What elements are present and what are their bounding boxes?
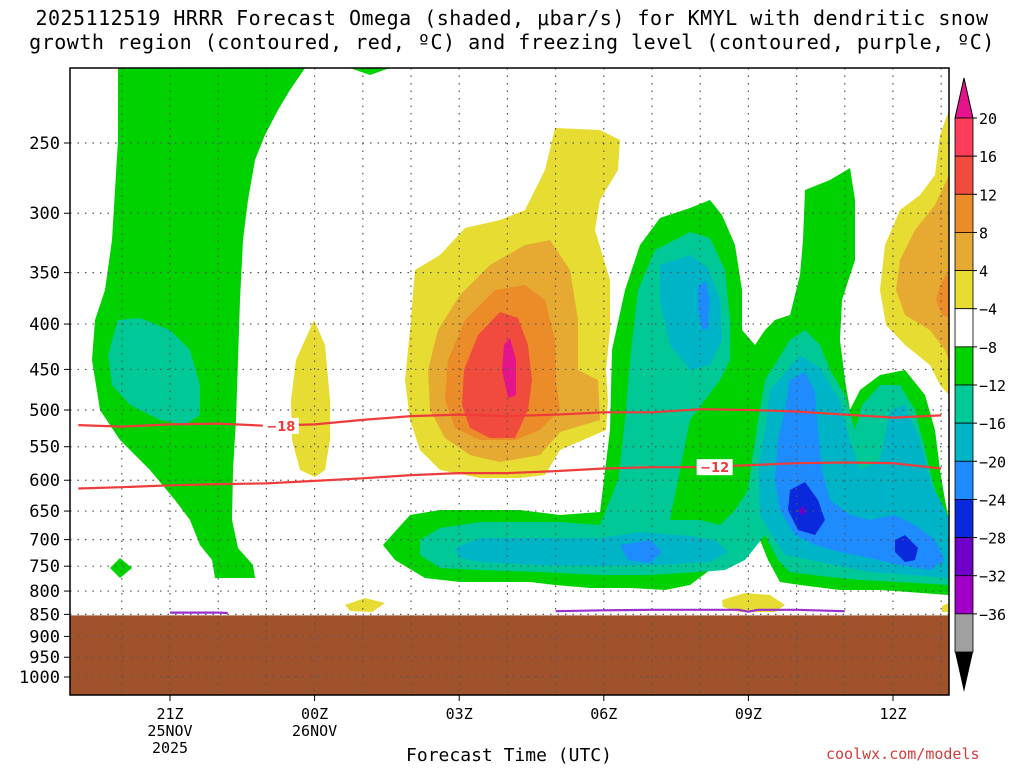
omega-region-yellow-09z xyxy=(722,593,785,612)
colorbar-tick-label: 4 xyxy=(979,263,988,281)
x-axis-label: Forecast Time (UTC) xyxy=(406,745,612,766)
colorbar: 20 16 12 8 4 −4 −8 −12 −16 −20 −24 −28 −32 −36 xyxy=(954,77,1006,692)
omega-region-darkblue2 xyxy=(895,535,918,562)
colorbar-swatch xyxy=(954,270,974,310)
colorbar-swatch xyxy=(954,422,974,462)
colorbar-tick-label: 20 xyxy=(979,110,997,128)
x-tick-label: 03Z xyxy=(446,705,473,723)
contour-label-bg xyxy=(262,417,299,434)
omega-region-darkblue1 xyxy=(788,482,825,535)
omega-shading xyxy=(92,68,949,612)
colorbar-swatch xyxy=(954,155,974,195)
x-tick-date: 25NOV xyxy=(147,722,192,740)
contour-line xyxy=(78,408,942,428)
y-tick-label: 650 xyxy=(29,502,60,522)
y-tick-label: 950 xyxy=(29,648,60,668)
contour-label: −12 xyxy=(700,461,729,476)
omega-region-right-orange-light xyxy=(896,175,949,360)
x-tick-date: 26NOV xyxy=(292,722,337,740)
y-tick-label: 700 xyxy=(29,531,60,551)
colorbar-top-arrow xyxy=(954,77,974,119)
colorbar-swatch xyxy=(954,460,974,500)
y-tick-label: 900 xyxy=(29,627,60,647)
credit-link[interactable]: coolwx.com/models xyxy=(826,745,980,763)
omega-region-small-green xyxy=(110,558,132,578)
chart-title-line2: growth region (contoured, red, ºC) and f… xyxy=(29,30,995,54)
colorbar-tick-label: −32 xyxy=(979,568,1006,586)
y-tick-label: 850 xyxy=(29,605,60,625)
colorbar-tick-label: −24 xyxy=(979,491,1006,509)
colorbar-swatch xyxy=(954,308,974,348)
plot-frame xyxy=(69,67,950,696)
ground-below-surface xyxy=(70,615,949,695)
x-tick-year: 2025 xyxy=(152,739,188,757)
contour-line xyxy=(555,608,845,613)
y-tick-label: 500 xyxy=(29,401,60,421)
y-tick-label: 400 xyxy=(29,315,60,335)
contour-label-bg xyxy=(696,459,733,476)
colorbar-tick-label: 16 xyxy=(979,148,997,166)
y-tick-label: 300 xyxy=(29,204,60,224)
omega-region-top-green xyxy=(350,68,390,75)
contour-line xyxy=(78,461,942,490)
omega-region-purple-dot xyxy=(799,506,806,516)
colorbar-swatch xyxy=(954,232,974,271)
x-tick-label: 00Z xyxy=(301,705,328,723)
omega-region-yellow-00z xyxy=(291,320,330,477)
colorbar-tick-label: −36 xyxy=(979,606,1006,624)
colorbar-swatch xyxy=(954,384,974,424)
colorbar-swatch xyxy=(954,193,974,233)
omega-region-cyan-upper xyxy=(660,255,722,370)
colorbar-swatch xyxy=(954,499,974,538)
contour-label: −18 xyxy=(266,420,295,435)
colorbar-tick-label: 12 xyxy=(979,186,997,204)
omega-region-blue-small2 xyxy=(620,540,662,563)
x-tick-label: 09Z xyxy=(735,705,762,723)
chart-title-line1: 2025112519 HRRR Forecast Omega (shaded, … xyxy=(35,6,989,30)
omega-region-red xyxy=(462,312,532,438)
colorbar-tick-label: 8 xyxy=(979,224,988,242)
temperature-contours: −18 −12 xyxy=(78,408,942,615)
y-axis: 2503003504004505005506006507007508008509… xyxy=(19,134,70,688)
y-tick-label: 450 xyxy=(29,360,60,380)
omega-region-left-teal xyxy=(108,318,200,425)
colorbar-tick-label: −20 xyxy=(979,453,1006,471)
colorbar-swatch xyxy=(954,346,974,386)
colorbar-tick-label: −16 xyxy=(979,415,1006,433)
omega-region-right-cyan xyxy=(455,532,728,566)
chart-title: 2025112519 HRRR Forecast Omega (shaded, … xyxy=(0,6,1024,54)
colorbar-bottom-arrow xyxy=(955,652,973,692)
colorbar-swatch xyxy=(954,117,974,157)
y-tick-label: 350 xyxy=(29,264,60,284)
y-tick-label: 600 xyxy=(29,471,60,491)
y-tick-label: 1000 xyxy=(19,668,60,688)
colorbar-swatch xyxy=(954,537,974,577)
colorbar-tick-label: −8 xyxy=(979,339,997,357)
x-tick-label: 06Z xyxy=(590,705,617,723)
y-tick-label: 800 xyxy=(29,582,60,602)
omega-region-right-orange xyxy=(936,270,949,318)
omega-region-left-green xyxy=(92,68,305,578)
y-tick-label: 750 xyxy=(29,557,60,577)
y-tick-label: 550 xyxy=(29,438,60,458)
y-tick-label: 250 xyxy=(29,134,60,154)
colorbar-tick-label: −12 xyxy=(979,377,1006,395)
x-tick-label: 21Z xyxy=(156,705,183,723)
colorbar-swatch xyxy=(954,613,974,653)
omega-region-yellow-small xyxy=(345,598,385,612)
colorbar-tick-label: −28 xyxy=(979,530,1006,548)
colorbar-tick-label: −4 xyxy=(979,301,997,319)
omega-region-yellow-edge xyxy=(942,603,949,612)
x-tick-label: 12Z xyxy=(879,705,906,723)
colorbar-swatch xyxy=(954,575,974,615)
omega-region-blue-small1 xyxy=(698,282,710,330)
omega-region-magenta xyxy=(502,338,516,398)
